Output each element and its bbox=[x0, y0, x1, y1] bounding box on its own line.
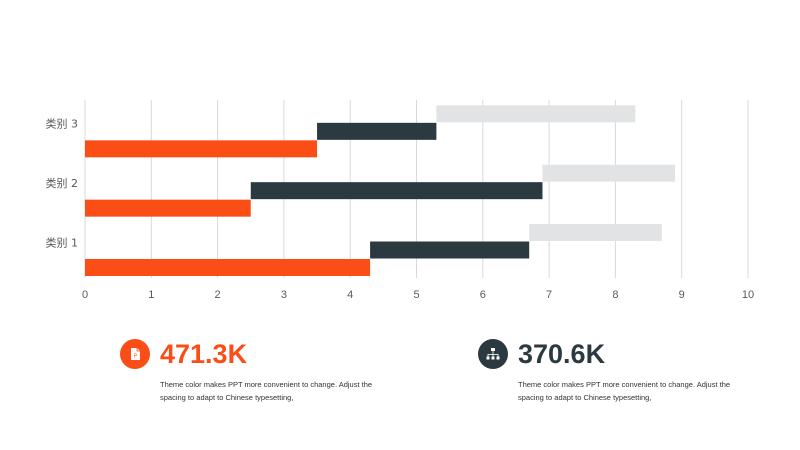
bar bbox=[85, 140, 318, 158]
bar bbox=[250, 182, 543, 200]
x-tick-label: 1 bbox=[148, 289, 154, 301]
bar bbox=[529, 224, 662, 241]
bar bbox=[317, 122, 437, 140]
x-tick-label: 6 bbox=[480, 289, 486, 301]
x-tick-label: 4 bbox=[347, 289, 353, 301]
stat-description-2: Theme color makes PPT more convenient to… bbox=[518, 380, 731, 402]
y-category-label: 类别 1 bbox=[46, 235, 79, 249]
y-category-label: 类别 3 bbox=[46, 117, 79, 131]
x-tick-label: 8 bbox=[612, 289, 618, 301]
org-chart-icon bbox=[478, 339, 508, 369]
bar bbox=[542, 164, 676, 182]
document-icon: P bbox=[120, 339, 150, 369]
axis-labels: 0 1 2 3 4 5 6 7 8 9 10 类别 1 类别 2 类别 3 bbox=[46, 117, 755, 301]
bar bbox=[370, 241, 530, 259]
stat-value-2: 370.6K bbox=[518, 339, 606, 369]
stat-value-1: 471.3K bbox=[160, 339, 248, 369]
stat-description-1: Theme color makes PPT more convenient to… bbox=[160, 380, 373, 402]
bars bbox=[85, 105, 676, 276]
x-tick-label: 10 bbox=[742, 289, 754, 301]
x-tick-label: 5 bbox=[413, 289, 419, 301]
x-tick-label: 3 bbox=[281, 289, 287, 301]
bar bbox=[85, 199, 251, 217]
bar bbox=[85, 259, 371, 276]
bar bbox=[436, 105, 636, 123]
x-tick-label: 2 bbox=[215, 289, 221, 301]
x-tick-label: 7 bbox=[546, 289, 552, 301]
y-category-label: 类别 2 bbox=[46, 176, 79, 190]
x-tick-label: 9 bbox=[679, 289, 685, 301]
bar-chart: 0 1 2 3 4 5 6 7 8 9 10 类别 1 类别 2 类别 3 bbox=[46, 100, 755, 301]
x-tick-label: 0 bbox=[82, 289, 88, 301]
svg-text:P: P bbox=[134, 354, 138, 360]
